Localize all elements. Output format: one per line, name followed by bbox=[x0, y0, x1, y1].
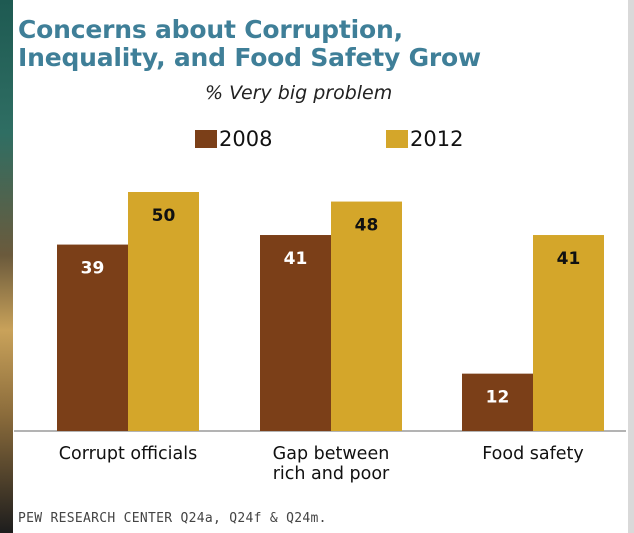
legend-item-2008: 2008 bbox=[195, 127, 272, 151]
category-label-1-line-1: rich and poor bbox=[273, 464, 390, 484]
chart-title-line-2: Inequality, and Food Safety Grow bbox=[18, 43, 481, 72]
chart-title-line-1: Concerns about Corruption, bbox=[18, 15, 403, 44]
data-label-2012-2: 41 bbox=[557, 249, 581, 269]
bar-2008-0 bbox=[57, 244, 128, 431]
category-label-1-line-0: Gap between bbox=[273, 444, 390, 464]
bar-2012-0 bbox=[128, 192, 199, 431]
bar-2008-1 bbox=[260, 235, 331, 431]
legend-label-2012: 2012 bbox=[410, 127, 464, 151]
category-label-0-line-0: Corrupt officials bbox=[59, 444, 197, 464]
legend-swatch-2012 bbox=[386, 130, 408, 148]
category-label-2-line-0: Food safety bbox=[482, 444, 584, 464]
bar-2008-2 bbox=[462, 373, 533, 431]
source-footnote: PEW RESEARCH CENTER Q24a, Q24f & Q24m. bbox=[18, 511, 327, 526]
legend-item-2012: 2012 bbox=[386, 127, 463, 151]
data-label-2008-1: 41 bbox=[284, 249, 308, 269]
right-border bbox=[628, 0, 634, 533]
data-label-2012-0: 50 bbox=[152, 206, 176, 226]
bar-2012-1 bbox=[331, 201, 402, 431]
chart-subtitle: % Very big problem bbox=[205, 82, 393, 104]
data-label-2012-1: 48 bbox=[355, 216, 379, 236]
bar-2012-2 bbox=[533, 235, 604, 431]
background-photo-edge bbox=[0, 0, 13, 533]
legend-label-2008: 2008 bbox=[219, 127, 273, 151]
legend-swatch-2008 bbox=[195, 130, 217, 148]
chart-title: Concerns about Corruption, Inequality, a… bbox=[18, 16, 630, 72]
data-label-2008-0: 39 bbox=[81, 259, 105, 279]
data-label-2008-2: 12 bbox=[486, 388, 510, 408]
